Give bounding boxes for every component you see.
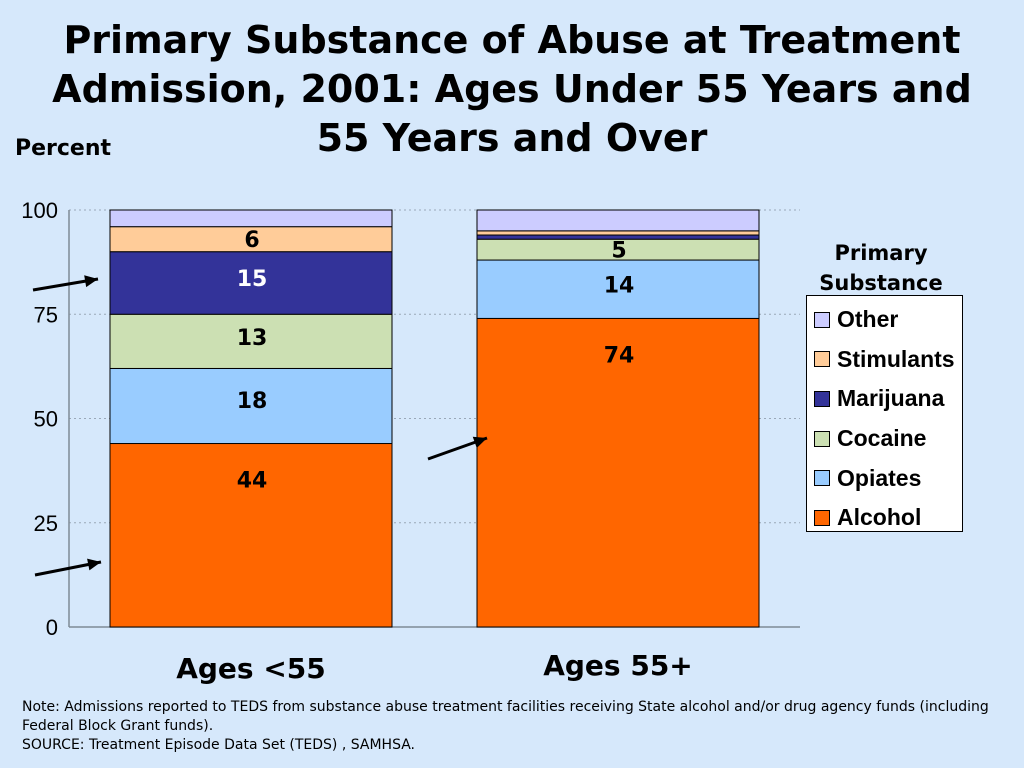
y-tick-label-75: 75 (34, 302, 58, 327)
bar-alcohol-2 (476, 317, 760, 628)
pointer-arrow-head-3 (472, 436, 487, 449)
bar-cocaine-1 (109, 313, 393, 369)
bar-opiates-2 (476, 259, 760, 319)
legend-swatch-other (814, 311, 830, 328)
legend-label-alcohol: Alcohol (837, 504, 922, 531)
legend-label-stimulants: Stimulants (837, 345, 955, 372)
bar-stimulants-1 (109, 226, 393, 253)
data-label-cocaine-2: 5 (611, 239, 626, 264)
legend-label-marijuana: Marijuana (837, 385, 945, 412)
data-label-stimulants-1: 6 (244, 228, 259, 253)
bar-marijuana-2 (476, 234, 760, 240)
data-label-marijuana-1: 15 (237, 267, 268, 292)
bar-other-1 (109, 209, 393, 228)
pointer-arrow-head-1 (87, 558, 101, 571)
legend-swatch-cocaine (814, 430, 830, 447)
legend-item-alcohol: Alcohol (807, 498, 962, 538)
legend-label-opiates: Opiates (837, 464, 922, 491)
note-text: Note: Admissions reported to TEDS from s… (22, 699, 989, 734)
data-label-cocaine-1: 13 (237, 326, 268, 351)
bar-opiates-1 (109, 367, 393, 445)
legend-label-cocaine: Cocaine (837, 425, 927, 452)
legend-title: Primary Substance (819, 241, 943, 295)
legend-item-marijuana: Marijuana (807, 379, 962, 419)
legend-swatch-opiates (814, 470, 830, 487)
y-tick-label-50: 50 (34, 407, 58, 432)
bar-stimulants-2 (476, 230, 760, 236)
legend-swatch-marijuana (814, 390, 830, 407)
x-category-label-1: Ages <55 (176, 652, 326, 685)
chart-title-line-3: 55 Years and Over (316, 116, 708, 160)
y-axis-label: Percent (15, 136, 112, 161)
source-text: SOURCE: Treatment Episode Data Set (TEDS… (22, 737, 416, 753)
legend-swatch-stimulants (814, 351, 830, 368)
legend-item-other: Other (807, 300, 962, 340)
footnote: Note: Admissions reported to TEDS from s… (22, 698, 1007, 755)
data-label-alcohol-1: 44 (237, 469, 268, 494)
legend-label-other: Other (837, 306, 899, 333)
x-category-label-2: Ages 55+ (543, 649, 693, 682)
chart-title-line-2: Admission, 2001: Ages Under 55 Years and (52, 67, 972, 111)
chart-title: Primary Substance of Abuse at Treatment … (20, 16, 1004, 163)
y-tick-label-100: 100 (21, 198, 58, 223)
legend-item-opiates: Opiates (807, 458, 962, 498)
legend-item-stimulants: Stimulants (807, 340, 962, 380)
y-tick-label-0: 0 (46, 615, 58, 640)
pointer-arrow-head-2 (84, 275, 98, 288)
data-label-alcohol-2: 74 (604, 343, 635, 368)
legend: Other Stimulants Marijuana Cocaine Opiates Al… (806, 295, 963, 532)
data-label-opiates-1: 18 (237, 389, 268, 414)
legend-swatch-alcohol (814, 509, 830, 526)
legend-item-cocaine: Cocaine (807, 419, 962, 459)
bar-other-2 (476, 209, 760, 232)
y-tick-label-25: 25 (34, 511, 58, 536)
chart-title-line-1: Primary Substance of Abuse at Treatment (63, 18, 961, 62)
bar-alcohol-1 (109, 443, 393, 628)
data-label-opiates-2: 14 (604, 274, 635, 299)
